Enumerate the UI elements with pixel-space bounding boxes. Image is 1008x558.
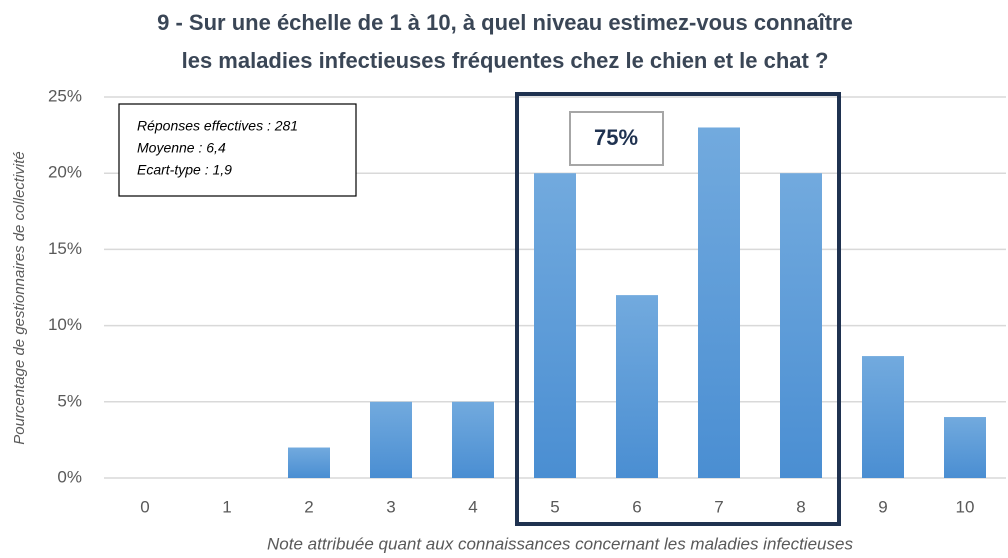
x-tick-label: 5 <box>550 497 559 516</box>
bar <box>944 417 986 478</box>
y-tick-label: 0% <box>57 467 82 486</box>
y-tick-label: 20% <box>48 163 82 182</box>
x-tick-label: 7 <box>714 497 723 516</box>
x-tick-label: 8 <box>796 497 805 516</box>
bar <box>534 173 576 478</box>
x-tick-label: 4 <box>468 497 477 516</box>
info-text: Réponses effectives : 281 <box>137 118 298 134</box>
info-text: Ecart-type : 1,9 <box>137 162 232 178</box>
x-tick-label: 9 <box>878 497 887 516</box>
bar <box>862 356 904 478</box>
info-text: Moyenne : 6,4 <box>137 140 226 156</box>
highlight-label-box <box>569 111 664 166</box>
bar <box>616 295 658 478</box>
info-box <box>118 103 357 197</box>
bar <box>452 401 494 478</box>
y-tick-label: 25% <box>48 86 82 105</box>
highlight-label: 75% <box>594 125 638 150</box>
x-tick-label: 0 <box>140 497 149 516</box>
y-axis-label: Pourcentage de gestionnaires de collecti… <box>11 151 28 445</box>
x-tick-label: 6 <box>632 497 641 516</box>
y-tick-label: 5% <box>57 391 82 410</box>
x-tick-label: 3 <box>386 497 395 516</box>
chart-title: 9 - Sur une échelle de 1 à 10, à quel ni… <box>157 10 853 35</box>
y-tick-label: 15% <box>48 239 82 258</box>
x-tick-label: 1 <box>222 497 231 516</box>
highlight-box <box>515 92 841 526</box>
x-axis-label: Note attribuée quant aux connaissances c… <box>267 534 853 553</box>
bar <box>370 401 412 478</box>
x-tick-label: 10 <box>956 497 975 516</box>
y-tick-label: 10% <box>48 315 82 334</box>
x-tick-label: 2 <box>304 497 313 516</box>
chart-title: les maladies infectieuses fréquentes che… <box>182 48 829 73</box>
bar <box>288 447 330 478</box>
bar <box>698 127 740 478</box>
bar <box>780 173 822 478</box>
